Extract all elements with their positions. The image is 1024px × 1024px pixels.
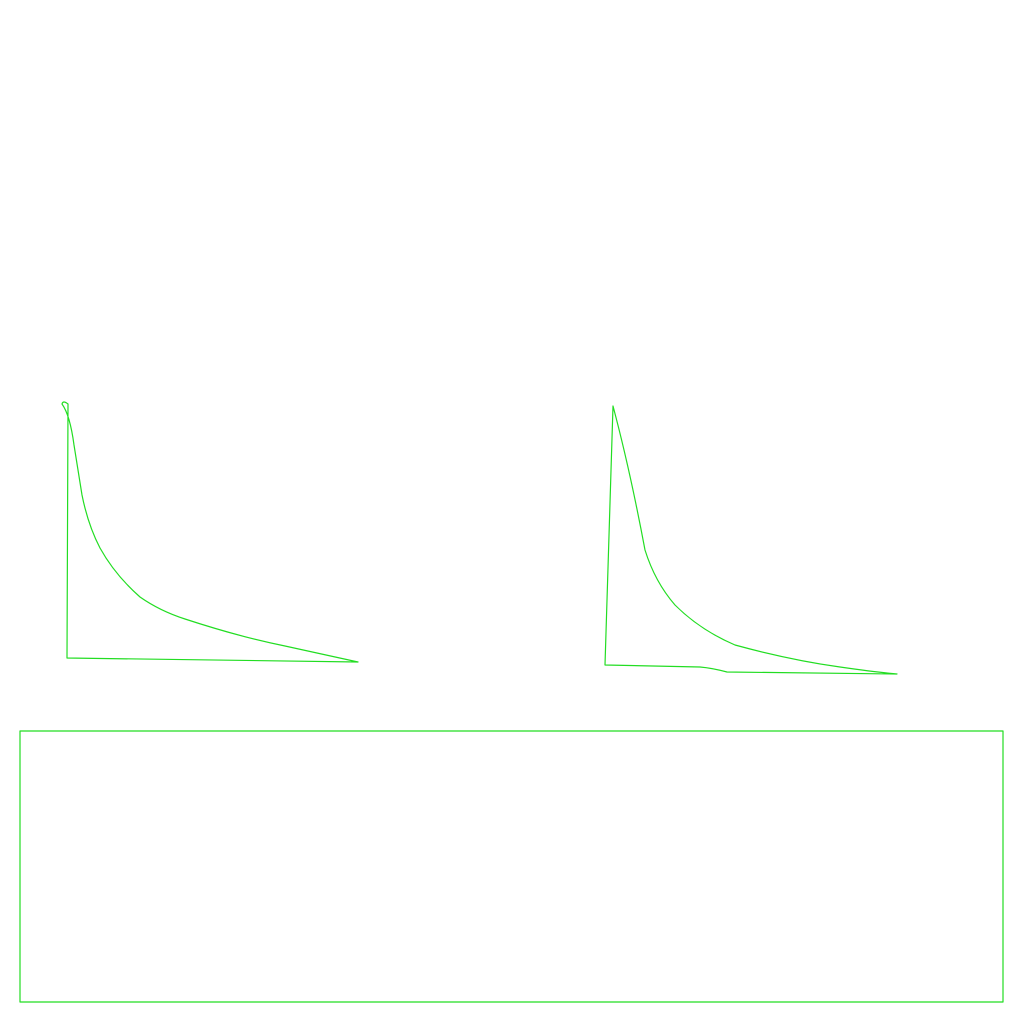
bottom-rectangle [19,730,1004,1003]
right-curved-triangle [604,405,898,675]
left-curved-triangle [61,401,359,663]
